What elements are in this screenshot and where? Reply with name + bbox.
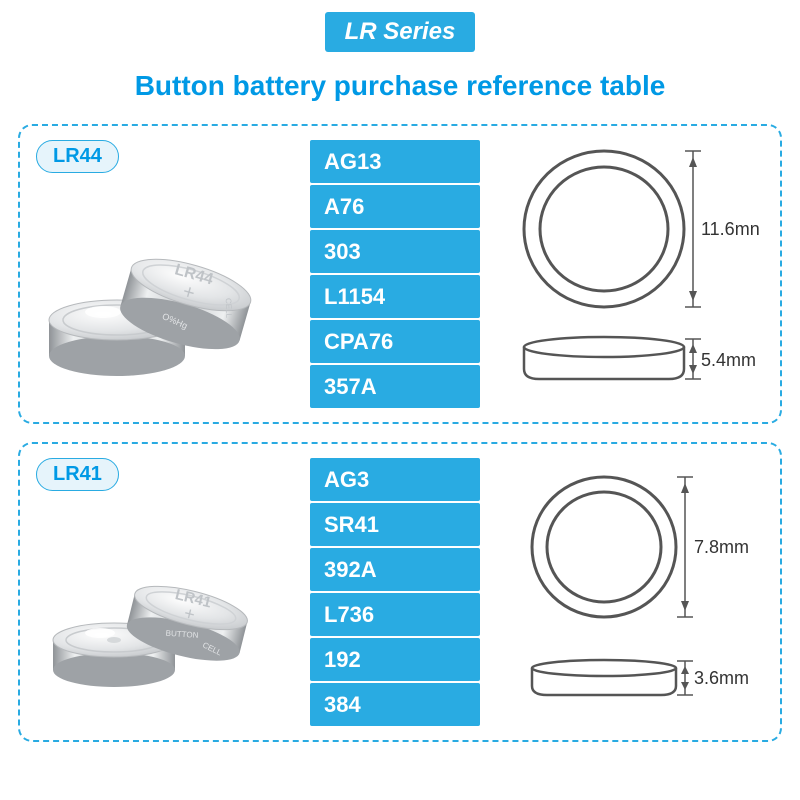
page-title: Button battery purchase reference table <box>18 70 782 102</box>
code-cell: L736 <box>310 593 480 636</box>
dimension-diagram: 11.6mn 5.4mm <box>499 139 759 409</box>
dimension-column: 11.6mn 5.4mm <box>494 140 764 408</box>
battery-card: LR41 <box>18 442 782 742</box>
codes-column: AG13 A76 303 L1154 CPA76 357A <box>310 140 480 408</box>
dimension-diagram: 7.8mm 3.6mm <box>499 457 759 727</box>
code-cell: 192 <box>310 638 480 681</box>
code-cell: 392A <box>310 548 480 591</box>
model-badge: LR44 <box>36 140 119 173</box>
image-column: LR41 <box>36 458 296 726</box>
battery-card: LR44 <box>18 124 782 424</box>
diameter-label: 7.8mm <box>694 537 749 557</box>
diameter-label: 11.6mn <box>701 219 759 239</box>
battery-illustration: LR41 + BUTTON CELL <box>36 499 296 726</box>
code-cell: L1154 <box>310 275 480 318</box>
page-root: LR Series Button battery purchase refere… <box>0 0 800 800</box>
code-cell: AG13 <box>310 140 480 183</box>
thickness-label: 3.6mm <box>694 668 749 688</box>
cell-marking: CELL <box>224 297 234 318</box>
code-cell: 357A <box>310 365 480 408</box>
code-cell: 384 <box>310 683 480 726</box>
code-cell: AG3 <box>310 458 480 501</box>
codes-column: AG3 SR41 392A L736 192 384 <box>310 458 480 726</box>
code-cell: CPA76 <box>310 320 480 363</box>
dimension-column: 7.8mm 3.6mm <box>494 458 764 726</box>
image-column: LR44 <box>36 140 296 408</box>
code-cell: 303 <box>310 230 480 273</box>
code-cell: SR41 <box>310 503 480 546</box>
model-badge: LR41 <box>36 458 119 491</box>
series-badge: LR Series <box>325 12 475 52</box>
thickness-label: 5.4mm <box>701 350 756 370</box>
code-cell: A76 <box>310 185 480 228</box>
battery-illustration: LR44 + CELL O%Hg <box>36 181 296 408</box>
